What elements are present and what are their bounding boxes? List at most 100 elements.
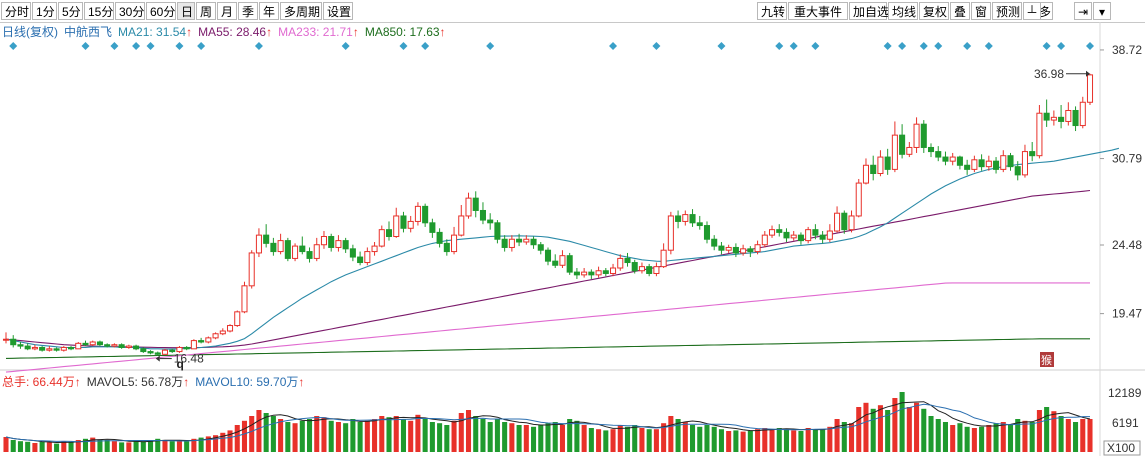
candle <box>248 252 255 287</box>
volume-bar <box>986 425 992 452</box>
candle <box>1029 151 1036 157</box>
candle <box>667 215 674 251</box>
volume-bar <box>444 425 450 452</box>
collapse-icon[interactable]: ⇥ <box>1074 2 1092 20</box>
candle <box>761 234 768 246</box>
candle <box>140 348 147 353</box>
toolbar-5[interactable]: 叠 <box>950 2 970 20</box>
toolbar-1[interactable]: 重大事件 <box>788 2 848 20</box>
candle <box>949 156 956 162</box>
tab-7[interactable]: 周 <box>196 2 216 20</box>
volume-bar <box>234 425 240 452</box>
candle <box>877 156 884 174</box>
volume-bar <box>314 416 320 452</box>
candle <box>797 234 804 242</box>
candle <box>646 266 653 274</box>
mavol10-line <box>5 403 1090 443</box>
candle <box>183 346 190 350</box>
arrow-up-icon: ↑ <box>183 375 190 389</box>
candle <box>862 164 870 184</box>
volume-bar <box>285 422 291 452</box>
toolbar-2[interactable]: 加自选 <box>849 2 889 20</box>
tab-11[interactable]: 多周期 <box>280 2 322 20</box>
arrow-up-icon: ↑ <box>352 25 359 39</box>
signal-marker-icon <box>175 42 184 50</box>
volume-bar <box>769 429 775 452</box>
tab-2[interactable]: 5分 <box>58 2 83 20</box>
volume-bar <box>856 407 862 452</box>
candle <box>393 215 400 238</box>
volume-bar <box>805 428 811 452</box>
tab-9[interactable]: 季 <box>238 2 258 20</box>
tab-1[interactable]: 1分 <box>32 2 57 20</box>
badge-box[interactable] <box>1040 352 1054 367</box>
candle <box>732 246 739 254</box>
candle <box>523 238 530 243</box>
candle <box>212 333 219 339</box>
candle <box>1050 116 1057 121</box>
toolbar-6[interactable]: 窗 <box>971 2 991 20</box>
tab-12[interactable]: 设置 <box>323 2 353 20</box>
candle <box>270 242 277 253</box>
tab-8[interactable]: 月 <box>217 2 237 20</box>
candle <box>479 209 486 221</box>
min-price-label: 16.48 <box>174 352 204 366</box>
signal-marker-icon <box>775 42 784 50</box>
volume-bar <box>639 428 645 452</box>
volume-bar <box>668 416 674 452</box>
volume-bar <box>762 428 768 452</box>
badge-icon[interactable]: 猴 <box>1041 353 1052 367</box>
volume-bar <box>429 422 435 452</box>
volume-bar <box>408 420 414 452</box>
tab-3[interactable]: 15分 <box>84 2 114 20</box>
legend-title: 日线(复权) <box>2 25 58 39</box>
split-icon[interactable]: ┴ <box>1023 2 1041 20</box>
signal-marker-icon <box>1042 42 1051 50</box>
volume-bar <box>54 443 60 452</box>
tab-10[interactable]: 年 <box>259 2 279 20</box>
volume-bar <box>104 440 110 452</box>
signal-marker-icon <box>1057 42 1066 50</box>
volume-bar <box>617 425 623 452</box>
candle <box>1021 151 1028 176</box>
candle <box>284 240 291 259</box>
volume-bar <box>227 430 233 452</box>
candle <box>537 244 544 251</box>
candle <box>747 248 754 253</box>
candle <box>313 244 320 259</box>
volume-bar <box>140 441 146 452</box>
candle <box>39 346 46 351</box>
candle <box>487 219 494 224</box>
candle <box>328 236 335 248</box>
candle <box>834 212 841 232</box>
y-axis-label: 30.79 <box>1112 152 1142 166</box>
toolbar-4[interactable]: 复权 <box>919 2 949 20</box>
legend-ma55: MA55: 28.46 <box>198 25 267 39</box>
volume-bar <box>126 442 132 452</box>
signal-marker-icon <box>9 42 18 50</box>
candle <box>385 229 393 238</box>
volume-bar <box>437 423 443 452</box>
dropdown-icon[interactable]: ▾ <box>1093 2 1111 20</box>
signal-marker-icon <box>898 42 907 50</box>
volume-bar <box>465 410 472 452</box>
candle <box>956 156 963 166</box>
toolbar-7[interactable]: 预测 <box>992 2 1022 20</box>
tab-4[interactable]: 30分 <box>115 2 145 20</box>
signal-marker-icon <box>197 42 206 50</box>
volume-bar <box>82 438 89 452</box>
candle <box>508 238 515 248</box>
volume-unit-label: X100 <box>1107 441 1135 455</box>
candle <box>848 215 855 231</box>
tab-5[interactable]: 60分 <box>146 2 176 20</box>
tab-6[interactable]: 日 <box>177 2 195 20</box>
toolbar-3[interactable]: 均线 <box>888 2 918 20</box>
candle <box>263 234 270 244</box>
y-axis-label: 19.47 <box>1112 307 1142 321</box>
tab-0[interactable]: 分时 <box>1 2 31 20</box>
volume-bar <box>531 426 537 452</box>
volume-bar <box>17 441 23 452</box>
candle <box>581 271 588 276</box>
volume-bar <box>198 437 204 452</box>
toolbar-0[interactable]: 九转 <box>757 2 787 20</box>
